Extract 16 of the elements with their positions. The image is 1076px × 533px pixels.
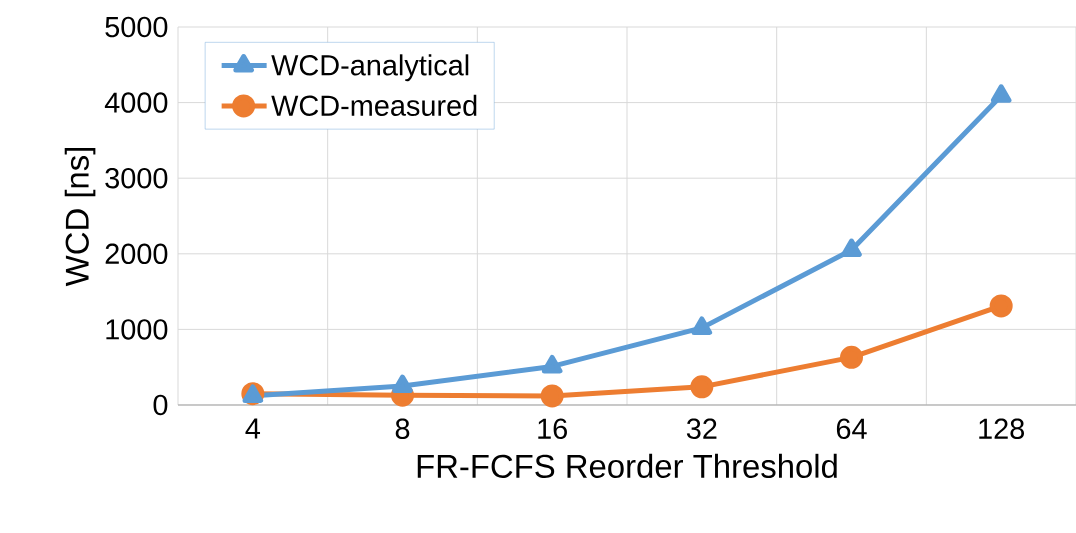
- x-tick-label: 128: [979, 418, 1025, 439]
- y-tick-label: 4000: [104, 92, 168, 113]
- y-tick-label: 2000: [105, 243, 168, 265]
- y-tick-label: 0: [153, 394, 168, 416]
- legend-label: WCD-analytical: [271, 54, 469, 82]
- legend-label: WCD-measured: [271, 94, 477, 116]
- x-tick-label: 64: [836, 418, 867, 439]
- x-tick-label: 16: [538, 418, 567, 439]
- x-axis-title: FR-FCFS Reorder Threshold: [417, 453, 837, 478]
- y-axis-title: WCD [ns]: [64, 148, 96, 287]
- x-tick-label: 32: [686, 418, 717, 439]
- x-tick-label: 4: [245, 418, 261, 439]
- y-tick-label: 3000: [105, 167, 168, 189]
- y-tick-label: 1000: [106, 319, 168, 340]
- y-tick-label: 5000: [105, 16, 168, 38]
- x-tick-label: 8: [395, 418, 410, 439]
